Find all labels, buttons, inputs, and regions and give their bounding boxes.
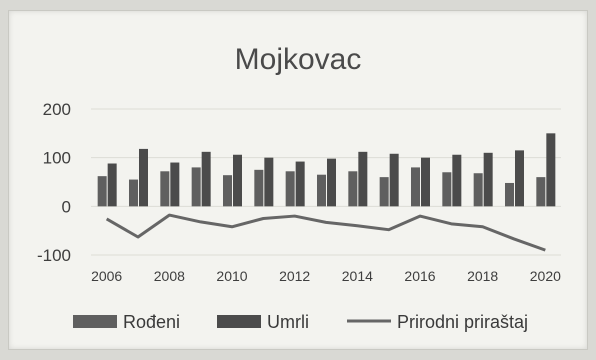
bar-umrli	[546, 133, 556, 207]
bar-rodjeni	[223, 175, 232, 207]
x-tick-label: 2018	[467, 268, 498, 284]
bar-umrli	[233, 154, 242, 207]
bar-rodjeni	[129, 179, 138, 207]
y-tick-label: 100	[43, 149, 71, 168]
legend-label: Rođeni	[123, 312, 180, 332]
bar-umrli	[201, 151, 211, 207]
y-axis-ticks: 200 100 0 -100	[37, 100, 71, 265]
bar-rodjeni	[536, 177, 546, 207]
legend-swatch-bar	[73, 315, 117, 328]
x-tick-label: 2016	[404, 268, 435, 284]
legend-label: Prirodni priraštaj	[397, 312, 528, 332]
bar-rodjeni	[505, 182, 514, 207]
y-tick-label: 200	[43, 100, 71, 119]
bar-umrli	[264, 157, 274, 207]
x-tick-label: 2012	[279, 268, 310, 284]
line-prirodni-prirastaj	[105, 213, 546, 252]
bar-umrli	[421, 157, 430, 207]
legend: Rođeni Umrli Prirodni priraštaj	[73, 312, 528, 332]
chart-title: Mojkovac	[235, 43, 362, 76]
bar-rodjeni	[160, 171, 170, 207]
legend-swatch-bar	[217, 315, 261, 328]
bar-umrli	[358, 151, 368, 207]
x-tick-label: 2020	[530, 268, 561, 284]
bar-umrli	[389, 153, 399, 207]
y-tick-label: -100	[37, 246, 71, 265]
chart-svg: Mojkovac 200 100 0 -100 2006 2008 2010 2012 201…	[37, 43, 561, 332]
bar-umrli	[170, 162, 180, 207]
bar-umrli	[107, 163, 117, 207]
y-tick-label: 0	[62, 197, 71, 216]
x-tick-label: 2008	[154, 268, 185, 284]
bars	[97, 133, 556, 207]
bar-rodjeni	[379, 177, 389, 207]
line-series	[105, 213, 546, 252]
x-tick-label: 2010	[216, 268, 247, 284]
bar-rodjeni	[254, 169, 264, 207]
bar-umrli	[139, 148, 148, 207]
bar-rodjeni	[317, 174, 326, 207]
chart-frame: Mojkovac 200 100 0 -100 2006 2008 2010 2012 201…	[8, 10, 588, 350]
bar-umrli	[452, 154, 462, 207]
legend-label: Umrli	[267, 312, 309, 332]
bar-rodjeni	[442, 172, 452, 207]
x-tick-label: 2014	[342, 268, 373, 284]
bar-rodjeni	[285, 171, 295, 207]
bar-umrli	[327, 158, 336, 207]
bar-umrli	[295, 161, 305, 207]
bar-umrli	[483, 152, 493, 207]
bar-rodjeni	[348, 171, 358, 207]
x-tick-label: 2006	[91, 268, 122, 284]
bar-umrli	[515, 150, 524, 207]
bar-rodjeni	[97, 176, 107, 207]
bar-rodjeni	[473, 173, 483, 207]
bar-rodjeni	[411, 167, 420, 207]
x-axis-ticks: 2006 2008 2010 2012 2014 2016 2018 2020	[91, 268, 561, 284]
bar-rodjeni	[191, 167, 201, 207]
